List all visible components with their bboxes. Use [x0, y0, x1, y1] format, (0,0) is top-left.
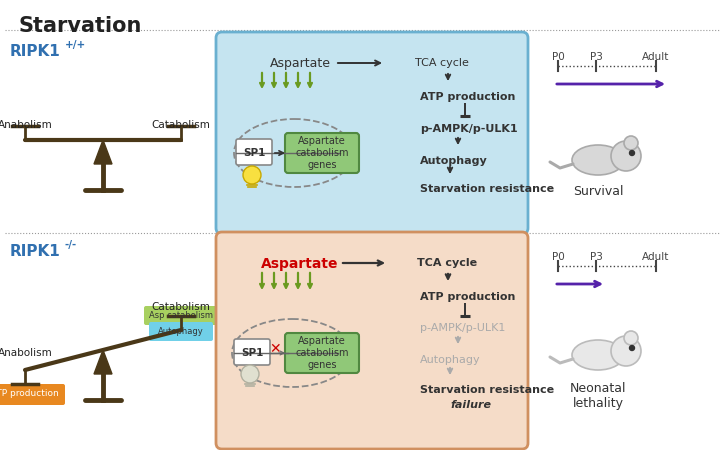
Text: ✕: ✕ [269, 342, 281, 356]
Text: Aspartate: Aspartate [270, 57, 331, 70]
Text: Aspartate
catabolism
genes: Aspartate catabolism genes [295, 337, 349, 369]
FancyBboxPatch shape [144, 306, 218, 325]
Ellipse shape [572, 145, 624, 175]
Text: +/+: +/+ [65, 40, 86, 50]
Circle shape [629, 346, 634, 351]
Text: ATP production: ATP production [0, 390, 59, 399]
Text: SP1: SP1 [243, 148, 265, 158]
Text: P3: P3 [589, 252, 602, 262]
Ellipse shape [572, 340, 624, 370]
Text: ATP production: ATP production [420, 92, 515, 102]
Text: P3: P3 [589, 52, 602, 62]
Circle shape [629, 150, 634, 156]
Text: RIPK1: RIPK1 [10, 44, 61, 59]
Text: TCA cycle: TCA cycle [417, 258, 477, 268]
Text: Aspartate: Aspartate [261, 257, 339, 271]
FancyBboxPatch shape [149, 322, 213, 341]
Text: Starvation resistance: Starvation resistance [420, 184, 554, 194]
Circle shape [241, 365, 259, 383]
Text: Anabolism: Anabolism [0, 348, 52, 358]
FancyBboxPatch shape [285, 133, 359, 173]
FancyBboxPatch shape [216, 232, 528, 449]
Text: p-AMPK/p-ULK1: p-AMPK/p-ULK1 [420, 323, 505, 333]
Text: Catabolism: Catabolism [152, 302, 210, 312]
Text: Autophagy: Autophagy [420, 355, 481, 365]
Text: Starvation resistance: Starvation resistance [420, 385, 554, 395]
FancyBboxPatch shape [234, 339, 270, 365]
Text: Neonatal
lethality: Neonatal lethality [570, 382, 626, 410]
FancyBboxPatch shape [285, 333, 359, 373]
Text: Starvation: Starvation [18, 16, 141, 36]
FancyBboxPatch shape [0, 384, 65, 405]
Text: Autophagy: Autophagy [158, 328, 204, 337]
Circle shape [611, 336, 641, 366]
Text: P0: P0 [552, 52, 564, 62]
Circle shape [611, 141, 641, 171]
Text: Adult: Adult [642, 252, 670, 262]
Text: ATP production: ATP production [420, 292, 515, 302]
Text: Asp catabolism: Asp catabolism [149, 311, 213, 320]
Circle shape [624, 331, 638, 345]
Text: Adult: Adult [642, 52, 670, 62]
Circle shape [624, 136, 638, 150]
Polygon shape [94, 350, 112, 374]
Text: Survival: Survival [573, 185, 624, 198]
Text: SP1: SP1 [241, 348, 263, 358]
Text: RIPK1: RIPK1 [10, 244, 61, 259]
Text: Autophagy: Autophagy [420, 156, 488, 166]
Text: p-AMPK/p-ULK1: p-AMPK/p-ULK1 [420, 124, 518, 134]
Text: Aspartate
catabolism
genes: Aspartate catabolism genes [295, 136, 349, 170]
Text: -/-: -/- [65, 240, 78, 250]
Text: failure: failure [450, 400, 491, 410]
Text: Catabolism: Catabolism [152, 120, 210, 130]
FancyBboxPatch shape [216, 32, 528, 234]
Text: TCA cycle: TCA cycle [415, 58, 469, 68]
Text: Anabolism: Anabolism [0, 120, 52, 130]
FancyBboxPatch shape [236, 139, 272, 165]
Circle shape [243, 166, 261, 184]
Polygon shape [94, 140, 112, 164]
Text: P0: P0 [552, 252, 564, 262]
